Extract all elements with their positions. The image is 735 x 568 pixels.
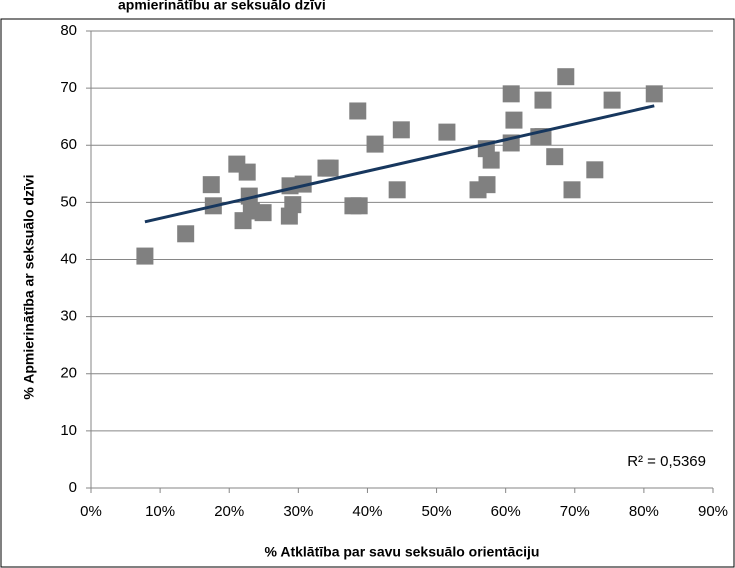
point — [438, 123, 456, 141]
chart-frame — [0, 18, 735, 568]
point — [645, 85, 663, 103]
point — [505, 111, 523, 129]
point — [349, 102, 367, 120]
y-tick-label: 80 — [60, 22, 77, 39]
x-axis-label: % Atklātība par savu seksuālo orientācij… — [265, 544, 540, 560]
r-squared: R² = 0,5369 — [627, 453, 706, 470]
y-tick-label: 30 — [60, 308, 77, 325]
y-tick-label: 0 — [69, 479, 77, 496]
point — [238, 163, 256, 181]
y-tick-label: 50 — [60, 193, 77, 210]
point — [603, 91, 621, 109]
x-tick-label: 10% — [145, 503, 175, 520]
point — [557, 68, 575, 86]
point — [478, 176, 496, 194]
point — [294, 175, 312, 193]
x-tick-label: 80% — [629, 503, 659, 520]
point — [202, 176, 220, 194]
y-tick-label: 20 — [60, 365, 77, 382]
x-tick-label: 60% — [491, 503, 521, 520]
x-tick-label: 90% — [698, 503, 728, 520]
point — [350, 197, 368, 215]
point — [502, 85, 520, 103]
x-tick-label: 0% — [80, 503, 102, 520]
point — [254, 204, 272, 222]
point — [366, 135, 384, 153]
x-tick-label: 30% — [283, 503, 313, 520]
point — [534, 91, 552, 109]
chart-title: apmierinātību ar seksuālo dzīvi — [118, 0, 326, 13]
y-axis-label: % Apmierinātība ar seksuālo dzīvi — [21, 174, 37, 399]
point — [586, 161, 604, 179]
point — [392, 121, 410, 139]
y-tick-label: 40 — [60, 250, 77, 267]
point — [321, 159, 339, 177]
y-tick-label: 60 — [60, 136, 77, 153]
point — [482, 151, 500, 169]
x-tick-label: 40% — [352, 503, 382, 520]
x-tick-label: 20% — [214, 503, 244, 520]
point — [177, 225, 195, 243]
point — [284, 196, 302, 214]
x-tick-label: 50% — [422, 503, 452, 520]
y-tick-label: 10 — [60, 422, 77, 439]
trendline — [144, 104, 655, 224]
point — [388, 181, 406, 199]
point — [136, 247, 154, 265]
x-tick-label: 70% — [560, 503, 590, 520]
point — [563, 181, 581, 199]
point — [546, 148, 564, 166]
y-tick-label: 70 — [60, 79, 77, 96]
